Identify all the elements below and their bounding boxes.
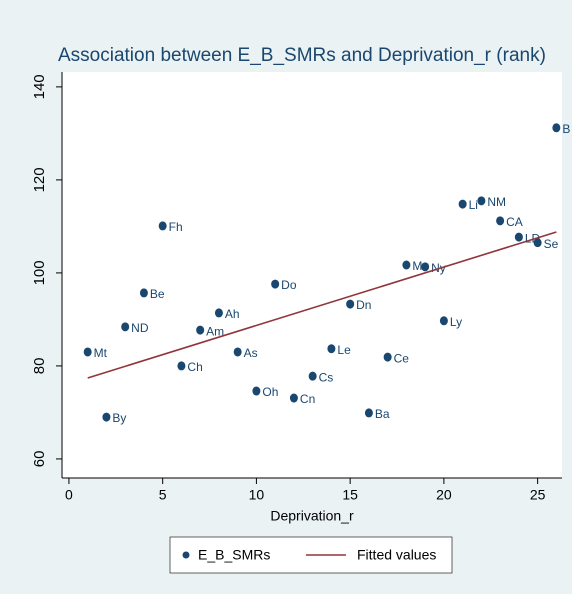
legend-label: E_B_SMRs	[198, 547, 270, 563]
point	[402, 260, 411, 270]
x-tick-label: 5	[159, 487, 167, 503]
point-label: ND	[131, 321, 149, 335]
point	[196, 325, 205, 335]
chart-title: Association between E_B_SMRs and Depriva…	[58, 45, 546, 66]
point-label: Cn	[300, 392, 315, 406]
point-label: As	[244, 346, 258, 360]
x-tick-label: 10	[249, 487, 265, 503]
point-label: Cs	[319, 370, 334, 384]
point	[158, 221, 167, 231]
point-label: CA	[506, 215, 523, 229]
x-tick-label: 15	[342, 487, 358, 503]
point-label: Fh	[169, 220, 183, 234]
point	[477, 196, 486, 206]
point-label: Oh	[262, 385, 278, 399]
x-tick-label: 20	[436, 487, 452, 503]
point	[271, 279, 280, 289]
point	[421, 262, 430, 272]
point-label: Le	[337, 343, 351, 357]
point-label: Be	[150, 287, 165, 301]
point-label: Do	[281, 278, 297, 292]
point-label: Mt	[94, 346, 108, 360]
point	[552, 123, 561, 133]
point-label: By	[112, 411, 126, 425]
legend-label: Fitted values	[357, 547, 436, 563]
point	[289, 393, 298, 403]
fitted-line	[87, 231, 557, 379]
point	[346, 299, 355, 309]
x-tick-label: 0	[65, 487, 73, 503]
point	[383, 352, 392, 362]
point	[514, 232, 523, 242]
y-tick-label: 120	[31, 167, 48, 192]
point	[533, 238, 542, 248]
point-label: Se	[544, 237, 559, 251]
point-label: B	[562, 122, 570, 136]
point-label: NM	[487, 195, 506, 209]
plot-area	[62, 72, 562, 478]
point	[364, 408, 373, 418]
x-tick-label: 25	[530, 487, 546, 503]
point	[214, 308, 223, 318]
point	[139, 288, 148, 298]
point-label: Am	[206, 324, 224, 338]
point-label: M	[412, 259, 422, 273]
point	[83, 347, 92, 357]
point	[327, 344, 336, 354]
point-label: Ch	[187, 360, 202, 374]
y-tick-label: 80	[31, 358, 48, 375]
point	[458, 199, 467, 209]
point-label: Ly	[450, 315, 462, 329]
point-label: Li	[469, 198, 478, 212]
point-label: Ah	[225, 307, 240, 321]
point-label: Ce	[394, 351, 410, 365]
point	[177, 361, 186, 371]
point	[439, 316, 448, 326]
point-label: Ba	[375, 407, 390, 421]
point	[496, 216, 505, 226]
point	[121, 322, 130, 332]
point	[252, 386, 261, 396]
point-label: Dn	[356, 298, 371, 312]
y-tick-label: 60	[31, 451, 48, 468]
legend-key	[182, 551, 190, 559]
point	[233, 347, 242, 357]
point	[102, 412, 111, 422]
y-tick-label: 100	[31, 260, 48, 285]
y-tick-label: 140	[31, 74, 48, 99]
x-axis-label: Deprivation_r	[270, 508, 354, 524]
point	[308, 371, 317, 381]
